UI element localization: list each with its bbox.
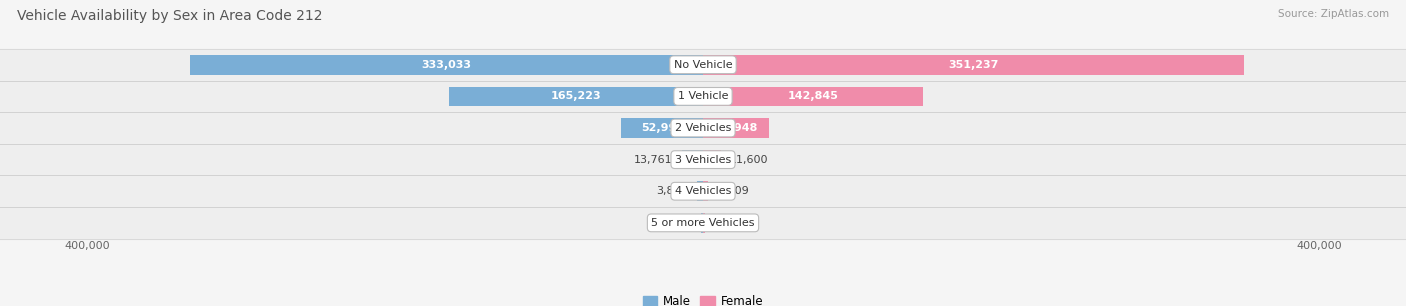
Bar (703, 55, 1244, 75)
Bar (0, 207, 1406, 239)
Text: 1 Vehicle: 1 Vehicle (678, 91, 728, 101)
Bar (703, 181, 709, 201)
Bar (0, 49, 1406, 80)
Bar (0, 175, 1406, 207)
Text: 52,995: 52,995 (641, 123, 683, 133)
Bar (700, 213, 703, 233)
Text: 1,057: 1,057 (714, 218, 745, 228)
Bar (621, 118, 703, 138)
Bar (190, 55, 703, 75)
Bar (0, 144, 1406, 175)
Text: 11,600: 11,600 (730, 155, 769, 165)
Bar (0, 175, 1406, 207)
Bar (0, 112, 1406, 144)
Bar (682, 150, 703, 170)
Text: 3 Vehicles: 3 Vehicles (675, 155, 731, 165)
Bar (703, 118, 769, 138)
Text: 42,948: 42,948 (714, 123, 758, 133)
Text: 13,761: 13,761 (634, 155, 672, 165)
Text: Vehicle Availability by Sex in Area Code 212: Vehicle Availability by Sex in Area Code… (17, 9, 322, 23)
Text: 333,033: 333,033 (422, 60, 471, 70)
Text: 4 Vehicles: 4 Vehicles (675, 186, 731, 196)
Bar (449, 87, 703, 106)
Bar (697, 181, 703, 201)
Bar (0, 80, 1406, 112)
Bar (0, 144, 1406, 175)
Bar (703, 213, 704, 233)
Text: 3,209: 3,209 (717, 186, 749, 196)
Text: 2 Vehicles: 2 Vehicles (675, 123, 731, 133)
Text: No Vehicle: No Vehicle (673, 60, 733, 70)
Text: 142,845: 142,845 (787, 91, 838, 101)
Bar (0, 80, 1406, 112)
Bar (0, 49, 1406, 80)
Text: 5 or more Vehicles: 5 or more Vehicles (651, 218, 755, 228)
Legend: Male, Female: Male, Female (638, 290, 768, 306)
Text: 1,600: 1,600 (659, 218, 692, 228)
Text: 3,820: 3,820 (657, 186, 688, 196)
Bar (703, 150, 721, 170)
Text: Source: ZipAtlas.com: Source: ZipAtlas.com (1278, 9, 1389, 19)
Bar (0, 112, 1406, 144)
Bar (0, 207, 1406, 239)
Bar (703, 87, 922, 106)
Text: 165,223: 165,223 (551, 91, 602, 101)
Text: 351,237: 351,237 (948, 60, 998, 70)
